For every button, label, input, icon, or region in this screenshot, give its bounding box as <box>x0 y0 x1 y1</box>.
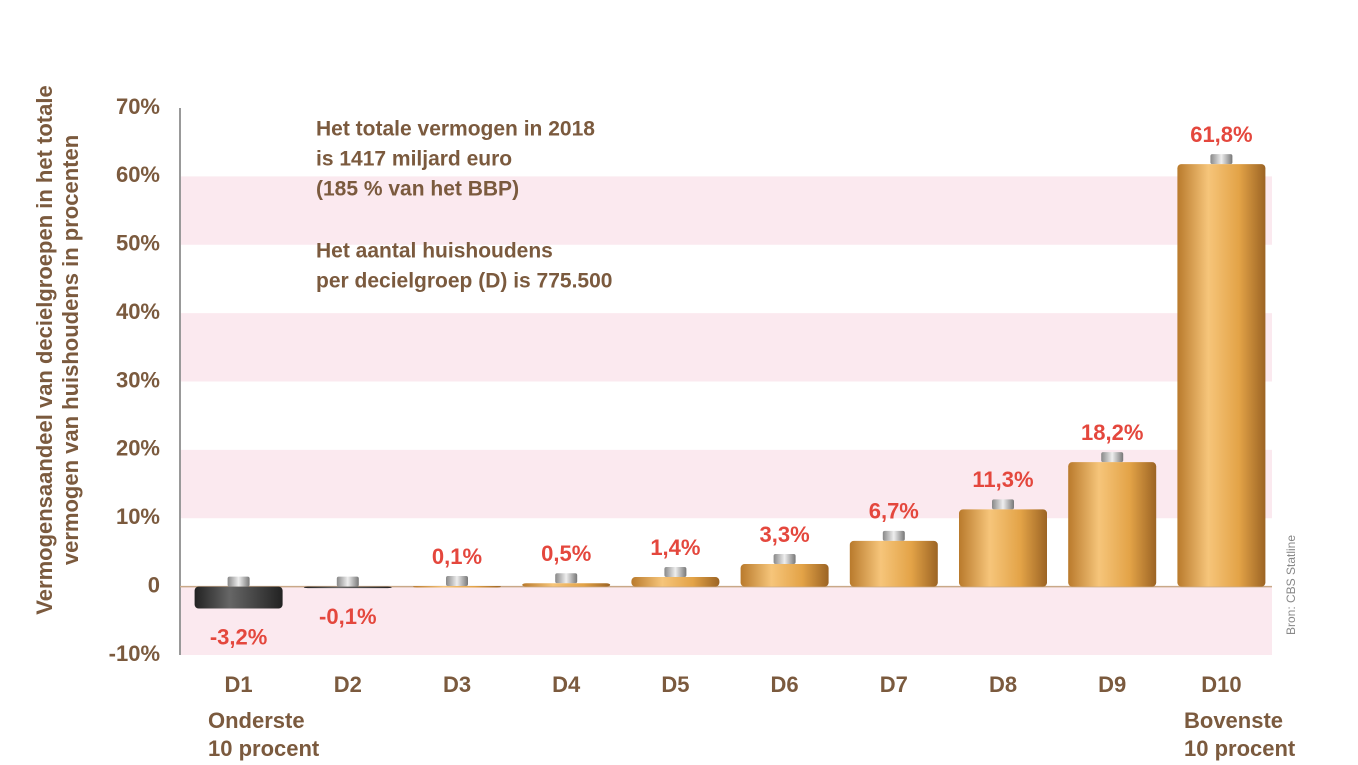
y-tick-label: 0 <box>148 572 160 597</box>
x-tick-label: D3 <box>443 672 471 697</box>
y-tick-label: 30% <box>116 367 160 392</box>
bar <box>849 540 938 587</box>
bottom-label: 10 procent <box>208 736 320 761</box>
battery-cap <box>227 576 250 587</box>
y-tick-label: 60% <box>116 162 160 187</box>
value-label: 0,5% <box>541 541 591 566</box>
value-label: 6,7% <box>869 499 919 524</box>
battery-cap <box>882 530 905 541</box>
battery-cap <box>1101 452 1124 463</box>
x-tick-label: D6 <box>771 672 799 697</box>
battery-cap <box>336 576 359 587</box>
bar <box>303 586 392 589</box>
bar <box>413 585 501 588</box>
value-label: 3,3% <box>760 522 810 547</box>
bottom-label: Onderste <box>208 708 305 733</box>
value-label: 61,8% <box>1190 122 1252 147</box>
bar <box>522 583 611 587</box>
x-tick-label: D8 <box>989 672 1017 697</box>
grid-band <box>180 586 1272 655</box>
y-tick-label: 40% <box>116 299 160 324</box>
x-tick-label: D7 <box>880 672 908 697</box>
annotation: (185 % van het BBP) <box>316 178 519 201</box>
y-axis-label: vermogen van huishoudens in procenten <box>58 135 83 565</box>
x-tick-label: D4 <box>552 672 581 697</box>
battery-cap <box>1210 154 1233 165</box>
battery-cap <box>446 575 468 586</box>
y-tick-label: 20% <box>116 436 160 461</box>
grid-band <box>180 313 1272 382</box>
value-label: -3,2% <box>210 624 267 649</box>
y-axis-label: Vermogensaandeel van decielgroepen in he… <box>32 85 57 614</box>
bar <box>194 586 283 609</box>
annotation: Het totale vermogen in 2018 <box>316 118 595 141</box>
value-label: 0,1% <box>432 544 482 569</box>
value-label: -0,1% <box>319 604 376 629</box>
annotation: per decielgroep (D) is 775.500 <box>316 270 612 293</box>
battery-cap <box>773 554 796 565</box>
top-label: Bovenste <box>1184 708 1283 733</box>
value-label: 11,3% <box>972 467 1033 492</box>
bar <box>740 564 829 587</box>
annotation: Het aantal huishoudens <box>316 240 553 263</box>
battery-cap <box>992 499 1014 510</box>
top-label: 10 procent <box>1184 736 1296 761</box>
x-tick-label: D2 <box>334 672 362 697</box>
y-tick-label: -10% <box>109 641 160 666</box>
bar <box>1177 164 1266 587</box>
bar <box>1068 462 1157 587</box>
x-tick-label: D1 <box>225 672 253 697</box>
value-label: 1,4% <box>650 535 700 560</box>
grid-band <box>180 176 1272 245</box>
x-tick-label: D9 <box>1098 672 1126 697</box>
x-tick-label: D5 <box>661 672 689 697</box>
annotation: is 1417 miljard euro <box>316 148 512 171</box>
battery-cap <box>555 573 578 584</box>
bar <box>631 577 720 587</box>
source: Bron: CBS Statline <box>1284 535 1298 635</box>
bar <box>959 509 1047 587</box>
y-tick-label: 50% <box>116 231 160 256</box>
y-tick-label: 70% <box>116 94 160 119</box>
battery-cap <box>664 567 687 578</box>
value-label: 18,2% <box>1081 420 1143 445</box>
x-tick-label: D10 <box>1201 672 1241 697</box>
y-tick-label: 10% <box>116 504 160 529</box>
